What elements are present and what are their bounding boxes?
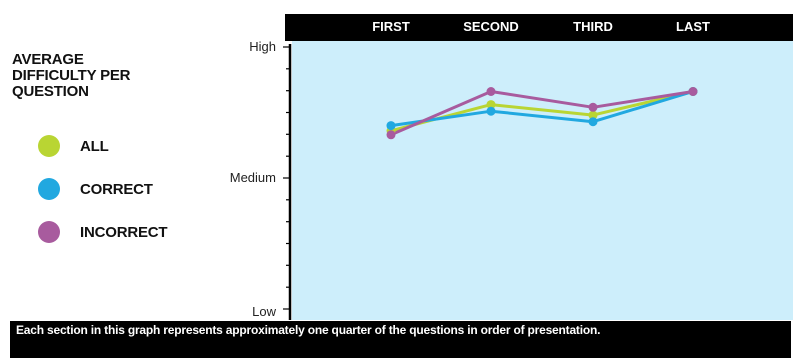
- data-point-incorrect: [486, 87, 496, 96]
- category-header-band: [285, 14, 793, 41]
- data-point-incorrect: [386, 130, 396, 140]
- x-tick-label: THIRD: [573, 19, 613, 34]
- legend-swatch: [38, 221, 60, 243]
- x-axis-labels: FIRST SECOND THIRD LAST: [372, 19, 710, 34]
- y-tick-label: Medium: [230, 170, 276, 185]
- legend-label: CORRECT: [80, 180, 153, 198]
- legend-item-all: ALL: [38, 134, 109, 158]
- y-tick-label: Low: [252, 304, 276, 319]
- data-point-incorrect: [588, 102, 598, 112]
- data-point-all: [588, 110, 598, 120]
- series-line-incorrect: [390, 90, 694, 137]
- legend-title: AVERAGE DIFFICULTY PER QUESTION: [12, 51, 131, 100]
- legend-swatch: [38, 178, 60, 200]
- plot-area: [292, 41, 793, 320]
- legend-item-correct: CORRECT: [38, 177, 153, 201]
- series-lines: [390, 90, 694, 137]
- legend-item-incorrect: INCORRECT: [38, 220, 168, 244]
- series-line-correct: [390, 90, 694, 128]
- x-tick-label: FIRST: [372, 19, 410, 34]
- data-point-correct: [588, 117, 598, 127]
- data-point-incorrect: [688, 87, 698, 96]
- y-minor-ticks: [283, 46, 290, 310]
- legend-label: ALL: [80, 137, 109, 155]
- legend-label: INCORRECT: [80, 223, 168, 241]
- data-point-correct: [486, 106, 496, 116]
- x-tick-label: SECOND: [463, 19, 519, 34]
- y-axis-labels: High Medium Low: [230, 39, 277, 319]
- data-point-all: [486, 100, 496, 110]
- series-points: [386, 87, 698, 140]
- legend-swatch: [38, 135, 60, 157]
- footer-note: Each section in this graph represents ap…: [10, 321, 791, 358]
- data-point-correct: [386, 121, 396, 131]
- y-tick-label: High: [249, 39, 276, 54]
- x-tick-label: LAST: [676, 19, 710, 34]
